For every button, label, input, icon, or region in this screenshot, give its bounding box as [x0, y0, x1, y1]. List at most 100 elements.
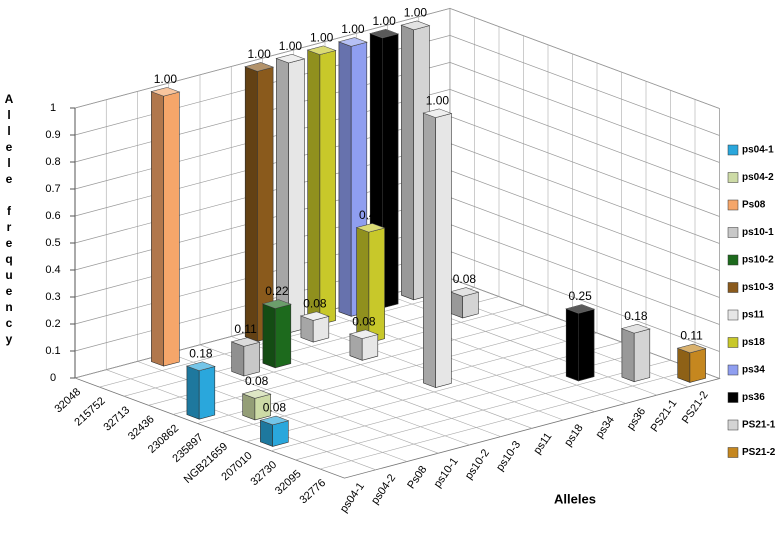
bar-front-face [435, 113, 452, 388]
y-tick-label: 0.2 [45, 318, 60, 330]
bar-top-face-shade [245, 62, 274, 72]
floor-line [106, 369, 376, 471]
value-label: 1.00 [247, 47, 271, 61]
legend-label: ps11 [742, 310, 765, 321]
legend-swatch [727, 254, 739, 266]
bar-top-face-shade [276, 54, 305, 63]
bar-top-face-shade [242, 389, 271, 399]
value-label: 0.11 [680, 329, 703, 343]
value-label: 0.22 [265, 284, 289, 298]
legend-swatch [727, 282, 739, 293]
bar-top-face-shade [186, 361, 215, 371]
bar-left-face-shade [151, 91, 164, 367]
floor-line [246, 341, 622, 442]
bar-left-face-shade [276, 58, 289, 333]
allele-label: ps10-3 [494, 439, 523, 473]
allele-label: PS21-2 [680, 389, 711, 426]
bar-left-face-shade [450, 291, 463, 318]
floor-line [262, 327, 533, 429]
bar-front-face [272, 420, 289, 447]
bar [259, 415, 290, 447]
floor-line [356, 303, 626, 404]
legend-label: ps36 [742, 392, 765, 403]
bar [230, 337, 261, 377]
bar-front-face [462, 291, 479, 319]
bar [422, 108, 453, 389]
value-label: 1.00 [341, 22, 365, 36]
bar-front-face [633, 328, 651, 383]
legend-swatch [727, 199, 739, 211]
bar-top-face-shade [349, 329, 378, 339]
bar-left-face-shade [300, 315, 314, 343]
value-label: 0.08 [453, 272, 477, 286]
value-label: 1.00 [279, 39, 303, 53]
y-tick-label: 0.1 [45, 345, 60, 357]
allele-label: ps04-2 [369, 472, 398, 506]
allele-label: ps18 [562, 422, 586, 448]
allele-label: ps04-1 [338, 480, 367, 514]
allele-label: ps11 [531, 431, 554, 457]
bar [275, 53, 306, 334]
legend-label: ps18 [742, 337, 765, 348]
bar [337, 37, 368, 317]
bar-top-face [422, 108, 453, 118]
bar [244, 62, 275, 342]
bar-top-face-shade [423, 108, 452, 118]
bar-front-face [689, 348, 706, 383]
legend-swatch [727, 392, 739, 403]
bar-front-face [288, 58, 305, 334]
legend-swatch [727, 309, 739, 321]
bar-front-face [198, 366, 216, 420]
bar-left-face-shade [231, 341, 244, 376]
bar-top-face-shade [370, 29, 399, 38]
bar-front-face [257, 66, 274, 342]
bar-top-face-shade [262, 299, 291, 309]
value-label: 0.18 [624, 309, 648, 323]
bar-left-face-shade [338, 41, 352, 317]
bar-front-face [274, 303, 292, 369]
allele-label: ps36 [625, 406, 649, 432]
allele-label: Ps08 [405, 464, 429, 491]
bar-top-face-shade [621, 324, 650, 334]
legend-swatch [727, 419, 739, 431]
legend-label: ps04-1 [742, 145, 774, 156]
bar [185, 361, 216, 420]
grid-line [74, 8, 720, 109]
y-tick-label: 0.9 [45, 129, 60, 141]
bar-top-face [355, 223, 386, 233]
bar-top-face-shade [450, 287, 479, 297]
bar-front-face [361, 334, 379, 361]
value-label: 0.08 [263, 401, 287, 415]
value-label: 1.00 [426, 93, 450, 107]
bar-top-face [244, 62, 275, 72]
category-label: 32730 [248, 459, 279, 488]
bar-top-face-shade [566, 304, 595, 314]
legend-swatch [727, 447, 739, 458]
bar [565, 304, 596, 382]
bar [261, 299, 292, 369]
value-label: 0.08 [245, 374, 269, 388]
legend-label: ps10-2 [742, 255, 774, 266]
bar-top-face [620, 323, 651, 334]
bar-top-face [241, 389, 272, 399]
bar-left-face-shade [262, 303, 276, 368]
y-tick-label: 0.7 [45, 183, 60, 195]
legend-swatch [727, 144, 739, 156]
grid-line [74, 89, 720, 190]
legend-label: ps34 [742, 365, 765, 376]
bar-top-face [275, 53, 306, 64]
legend-swatch [727, 227, 739, 238]
bar [241, 389, 272, 421]
bar-left-face-shade [307, 50, 320, 325]
bar [449, 287, 480, 319]
floor-line [137, 361, 408, 462]
bar-top-face-shade [677, 344, 706, 353]
y-tick-label: 0.6 [45, 210, 60, 222]
bar-top-face [400, 20, 431, 31]
bar [620, 323, 651, 383]
bar-left-face-shade [423, 113, 436, 388]
value-label: 0.08 [352, 314, 376, 328]
bar-front-face [578, 308, 595, 382]
bar-front-face [312, 315, 330, 343]
value-label: 1.00 [154, 72, 178, 86]
